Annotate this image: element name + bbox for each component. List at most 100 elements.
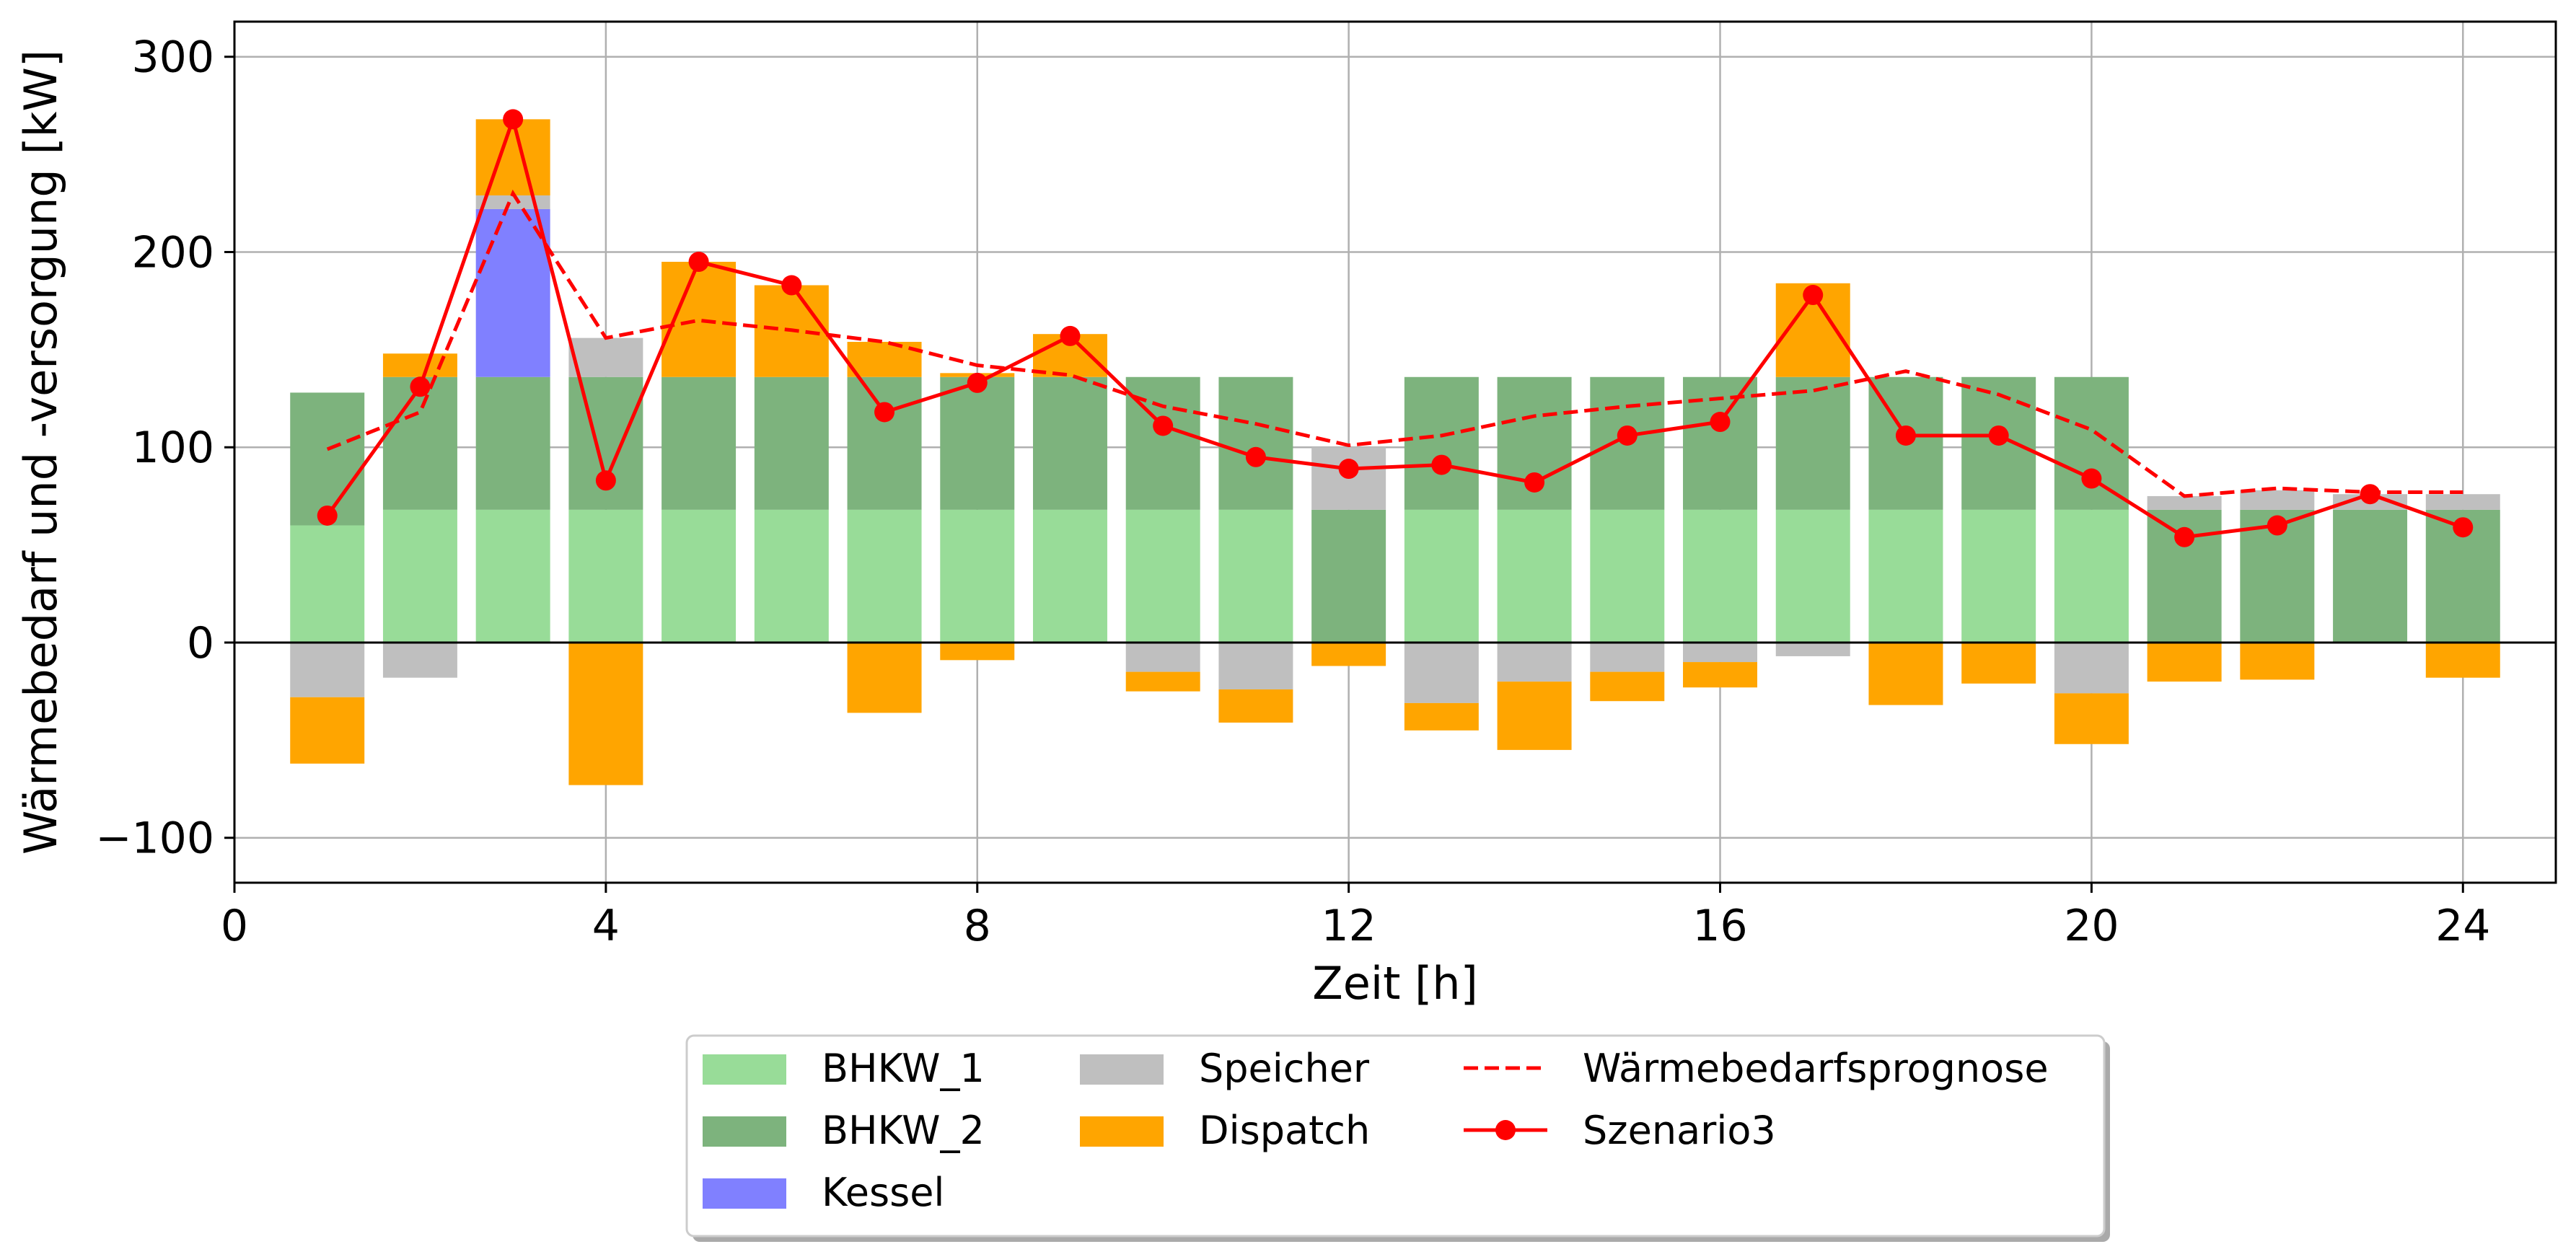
legend-marker-szenario3 [1495, 1120, 1516, 1140]
bar-speicher [568, 338, 643, 377]
bar-bhkw-1 [661, 509, 737, 643]
bars [290, 119, 2500, 785]
x-tick-label: 20 [2064, 901, 2119, 951]
x-axis-label: Zeit [h] [1312, 957, 1478, 1010]
scenario-marker [1060, 325, 1081, 346]
scenario-marker [1245, 446, 1266, 467]
y-tick-label: 0 [187, 618, 214, 669]
bar-speicher-negative [2054, 642, 2129, 694]
scenario-marker [1153, 415, 1174, 436]
scenario-marker [2360, 484, 2381, 505]
bar-speicher [2425, 494, 2500, 510]
bar-dispatch-negative [1590, 671, 1665, 702]
plot-frame [233, 20, 2557, 884]
legend-label-bhkw-1: BHKW_1 [822, 1046, 985, 1091]
scenario-marker [595, 470, 616, 491]
legend-swatch-bhkw-1 [703, 1054, 786, 1085]
bar-dispatch-negative [1311, 642, 1386, 666]
legend-label-kessel: Kessel [822, 1170, 944, 1215]
y-tick-label: 100 [131, 423, 214, 473]
bar-bhkw-1 [754, 509, 829, 643]
scenario-marker [781, 275, 802, 296]
bar-bhkw-2 [1032, 376, 1107, 510]
bar-dispatch-negative [847, 642, 922, 713]
y-tick-label: 200 [131, 227, 214, 278]
bar-bhkw-1 [1868, 509, 1943, 643]
bar-bhkw-1 [382, 509, 457, 643]
bar-speicher [2240, 490, 2315, 510]
bar-bhkw-2 [290, 392, 365, 526]
bar-bhkw-2 [661, 376, 737, 510]
scenario-marker [2174, 526, 2195, 547]
legend-label-dispatch: Dispatch [1199, 1108, 1370, 1153]
bar-dispatch-negative [1404, 702, 1479, 731]
bar-dispatch-negative [290, 697, 365, 764]
bar-dispatch-negative [568, 642, 643, 785]
legend-label-bhkw-2: BHKW_2 [822, 1108, 985, 1153]
bar-dispatch-negative [2240, 642, 2315, 680]
x-tick-label: 8 [964, 901, 991, 951]
x-tick-label: 0 [221, 901, 248, 951]
bar-bhkw-1 [2054, 509, 2129, 643]
bar-bhkw-1 [568, 509, 643, 643]
bar-speicher-negative [1497, 642, 1572, 682]
bar-bhkw-1 [1961, 509, 2036, 643]
x-tick-label: 24 [2435, 901, 2490, 951]
bar-bhkw-1 [1404, 509, 1479, 643]
scenario-marker [1803, 285, 1824, 306]
bar-dispatch-negative [1961, 642, 2036, 684]
bar-bhkw-2 [1404, 376, 1479, 510]
legend-label-speicher: Speicher [1199, 1046, 1370, 1091]
bar-bhkw-2 [2054, 376, 2129, 510]
bar-dispatch-negative [1497, 682, 1572, 750]
bar-bhkw-2 [1775, 376, 1850, 510]
bar-bhkw-1 [475, 509, 550, 643]
bar-bhkw-2 [1311, 509, 1386, 643]
legend-box [685, 1034, 2106, 1238]
scenario-marker [410, 376, 431, 397]
bar-speicher-negative [1775, 642, 1850, 656]
bar-bhkw-2 [382, 376, 457, 510]
bar-bhkw-2 [475, 376, 550, 510]
scenario-marker [1710, 412, 1731, 433]
bar-dispatch-negative [1218, 689, 1293, 723]
bar-dispatch-negative [1868, 642, 1943, 705]
bar-bhkw-1 [1032, 509, 1107, 643]
forecast-line [326, 189, 2463, 498]
bar-bhkw-1 [290, 525, 365, 643]
y-axis-label: Wärmebedarf und -versorgung [kW] [14, 50, 67, 855]
bar-dispatch-negative [2147, 642, 2222, 682]
legend: BHKW_1 BHKW_2 Kessel Speicher Dispatch Wärmeb… [685, 1034, 2110, 1242]
scenario-line [325, 113, 2464, 539]
scenario-marker [874, 402, 895, 423]
bar-bhkw-2 [2333, 509, 2408, 643]
x-tick-label: 12 [1321, 901, 1376, 951]
y-tick-label: 300 [131, 32, 214, 83]
scenario-marker [967, 372, 988, 393]
bar-speicher-negative [1590, 642, 1665, 672]
scenario-marker [2267, 515, 2287, 536]
bar-bhkw-1 [940, 509, 1015, 643]
series-lines [317, 109, 2474, 547]
scenario-marker [2081, 468, 2102, 489]
y-tick-label: −100 [95, 813, 214, 864]
bar-bhkw-2 [1218, 376, 1293, 510]
bar-speicher-negative [382, 642, 457, 678]
bar-bhkw-1 [1775, 509, 1850, 643]
scenario-marker [503, 109, 524, 130]
scenario-marker [1617, 425, 1638, 446]
bar-speicher-negative [1683, 642, 1758, 663]
legend-swatch-speicher [1080, 1054, 1164, 1085]
bar-bhkw-1 [1590, 509, 1665, 643]
bar-speicher-negative [1125, 642, 1200, 672]
bar-speicher-negative [1218, 642, 1293, 689]
bar-bhkw-1 [1497, 509, 1572, 643]
legend-label-w-rmebedarfsprognose: Wärmebedarfsprognose [1583, 1046, 2049, 1091]
bar-dispatch-negative [2054, 693, 2129, 744]
scenario-marker [688, 252, 709, 273]
x-tick-label: 4 [592, 901, 620, 951]
bar-speicher [475, 195, 550, 209]
bar-bhkw-2 [847, 376, 922, 510]
